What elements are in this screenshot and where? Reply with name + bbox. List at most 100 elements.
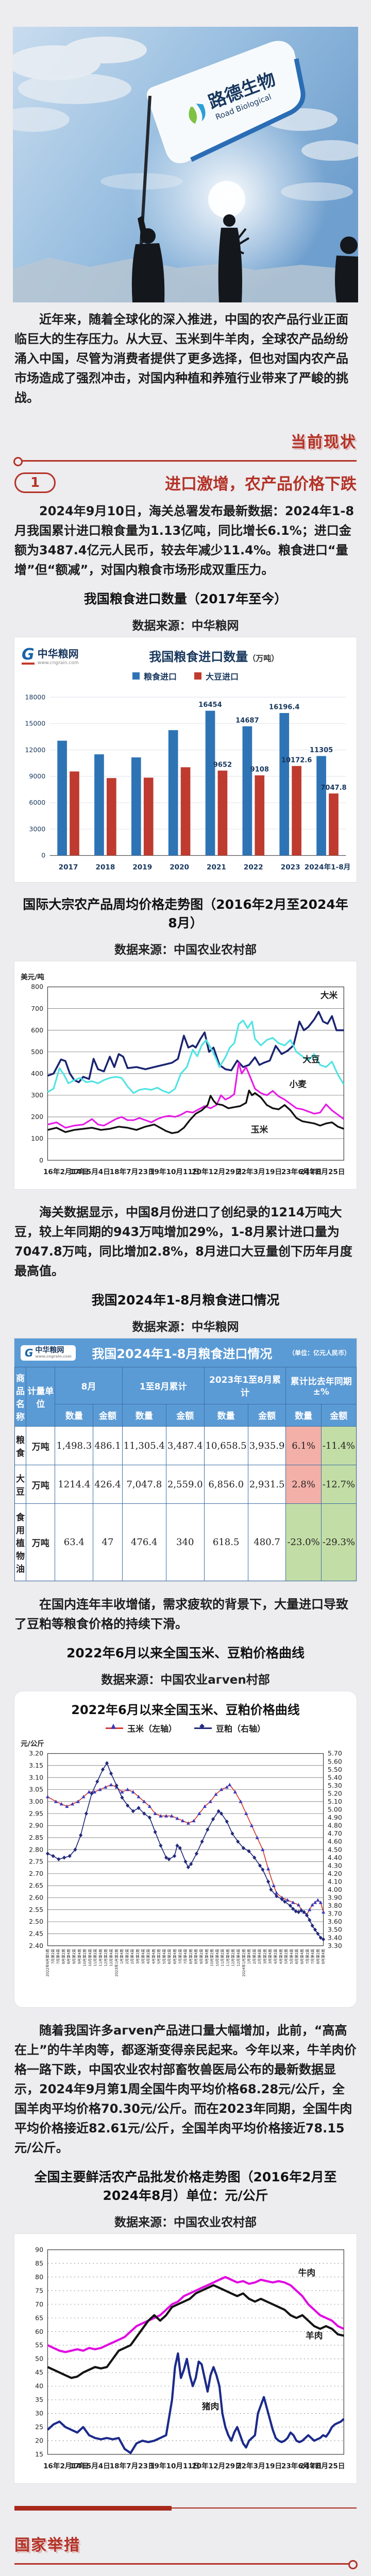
svg-text:600: 600 (31, 1026, 43, 1034)
svg-text:16年2月14日: 16年2月14日 (43, 1167, 89, 1176)
section-2-title: 国家利好政策持续出台，捍卫国内产业利益 (14, 2574, 297, 2576)
svg-text:2.65: 2.65 (29, 1882, 43, 1890)
svg-text:40: 40 (35, 2382, 43, 2389)
svg-text:23年6月7日: 23年6月7日 (281, 1167, 322, 1176)
caption-title: 国际大宗农产品周均价格走势图（2016年2月至2024年8月） (23, 897, 348, 931)
svg-text:1月第4周: 1月第4周 (247, 1949, 251, 1964)
svg-text:24年8月25日: 24年8月25日 (299, 1167, 345, 1176)
svg-text:5.70: 5.70 (328, 1750, 342, 1757)
table-unit: （单位：亿元人民币） (288, 1349, 350, 1357)
grain-imports-chart-card: G 中华粮网 www.cngrain.com 我国粮食进口数量（万吨） 粮食进口 大… (14, 637, 357, 883)
caption-source: 数据来源：中华粮网 (132, 1320, 239, 1334)
svg-text:30: 30 (35, 2409, 43, 2417)
svg-text:5.60: 5.60 (328, 1758, 342, 1766)
svg-text:2.85: 2.85 (29, 1834, 43, 1841)
svg-text:5月第2周: 5月第2周 (284, 1949, 289, 1964)
table-title: 我国2024年1-8月粮食进口情况 (92, 1347, 273, 1362)
chart-inner-title: 我国粮食进口数量（万吨） (149, 650, 279, 664)
svg-text:2.90: 2.90 (29, 1822, 43, 1829)
svg-text:3.40: 3.40 (328, 1934, 342, 1942)
svg-text:5月第2周: 5月第2周 (157, 1949, 161, 1964)
svg-text:15000: 15000 (25, 720, 45, 727)
svg-text:5.50: 5.50 (328, 1766, 342, 1773)
svg-text:2017: 2017 (59, 863, 78, 872)
svg-text:元/公斤: 元/公斤 (21, 1739, 44, 1748)
chart-caption: 国际大宗农产品周均价格走势图（2016年2月至2024年8月） 数据来源：中国农… (20, 895, 351, 957)
svg-text:5.40: 5.40 (328, 1774, 342, 1782)
svg-text:700: 700 (31, 1005, 43, 1012)
svg-text:3.00: 3.00 (29, 1798, 43, 1805)
svg-text:2.60: 2.60 (29, 1894, 43, 1902)
cngrain-logo-icon: G (22, 645, 35, 665)
svg-text:11305: 11305 (310, 747, 333, 754)
svg-text:大豆: 大豆 (302, 1054, 320, 1064)
svg-text:5月第4周: 5月第4周 (289, 1949, 294, 1964)
legend-item: ◆ 豆粕（右轴） (194, 1722, 265, 1734)
svg-text:玉米: 玉米 (251, 1124, 268, 1134)
svg-text:2.55: 2.55 (29, 1906, 43, 1913)
svg-text:1月第4周: 1月第4周 (120, 1949, 124, 1964)
svg-text:2024年1-8月: 2024年1-8月 (305, 863, 350, 872)
svg-text:0: 0 (39, 1157, 43, 1164)
section-1-kicker: 当前现状 (291, 433, 357, 451)
svg-text:11月第4周: 11月第4周 (225, 1949, 230, 1967)
svg-text:50: 50 (35, 2354, 43, 2362)
divider-dot (13, 457, 23, 466)
cngrain-logo: G 中华粮网 www.cngrain.com (21, 1345, 76, 1361)
section-1-header: 当前现状 1 进口激增，农产品价格下跌 (13, 429, 357, 494)
svg-text:5.30: 5.30 (328, 1782, 342, 1789)
svg-text:24年8月25日: 24年8月25日 (299, 2462, 345, 2470)
divider-dot (348, 2560, 358, 2569)
svg-text:2022: 2022 (244, 863, 263, 872)
svg-text:4.50: 4.50 (328, 1846, 342, 1854)
svg-text:2.45: 2.45 (29, 1930, 43, 1938)
svg-text:4.80: 4.80 (328, 1822, 342, 1829)
svg-text:7月第2周: 7月第2周 (178, 1949, 182, 1964)
chart-legend: 粮食进口 大豆进口 (19, 670, 352, 682)
svg-text:5月第4周: 5月第4周 (162, 1949, 166, 1964)
svg-text:4.70: 4.70 (328, 1829, 342, 1837)
svg-text:2022年6月第5周: 2022年6月第5周 (45, 1949, 50, 1977)
svg-text:5.20: 5.20 (328, 1790, 342, 1798)
svg-text:4.10: 4.10 (328, 1878, 342, 1886)
svg-text:2月第2周: 2月第2周 (252, 1949, 257, 1964)
clouds (13, 37, 358, 201)
svg-text:2024年1月第2周: 2024年1月第2周 (241, 1949, 246, 1977)
svg-text:3.20: 3.20 (29, 1750, 43, 1757)
svg-text:18年7月23日: 18年7月23日 (110, 1167, 155, 1176)
paragraph: 随着我国许多агven产品进口量大幅增加，此前，“高高在上”的牛羊肉等，都逐渐变… (14, 2023, 357, 2155)
svg-text:20: 20 (35, 2436, 43, 2444)
chart-inner-title: 2022年6月以来全国玉米、豆粕价格曲线 (71, 1703, 300, 1718)
svg-text:2.95: 2.95 (29, 1810, 43, 1818)
import-table-card: G 中华粮网 www.cngrain.com 我国2024年1-8月粮食进口情况 … (14, 1338, 357, 1582)
svg-text:4.60: 4.60 (328, 1838, 342, 1845)
section-1-title: 进口激增，农产品价格下跌 (165, 475, 357, 494)
svg-text:2021: 2021 (207, 863, 226, 872)
svg-text:10172.6: 10172.6 (281, 756, 312, 764)
svg-text:猪肉: 猪肉 (202, 2401, 219, 2411)
svg-text:6月第2周: 6月第2周 (294, 1949, 299, 1964)
svg-text:7047.8: 7047.8 (321, 784, 346, 792)
svg-text:2.40: 2.40 (29, 1942, 43, 1950)
svg-text:3.80: 3.80 (328, 1902, 342, 1909)
svg-text:2018: 2018 (96, 863, 115, 872)
svg-text:2023: 2023 (281, 863, 300, 872)
svg-text:3.30: 3.30 (328, 1942, 342, 1950)
svg-text:7月第4周: 7月第4周 (310, 1949, 315, 1964)
corn-soymeal-chart-card: 2022年6月以来全国玉米、豆粕价格曲线 ▲ 玉米（左轴） ◆ 豆粕（右轴） 2.40… (14, 1691, 357, 2007)
cngrain-logo-icon: G (25, 1346, 33, 1359)
svg-text:15: 15 (35, 2450, 43, 2458)
svg-text:美元/吨: 美元/吨 (21, 973, 44, 981)
svg-text:80: 80 (35, 2273, 43, 2281)
hero-photo: 路德生物 Road Biological (13, 0, 358, 302)
corn-soymeal-line-chart: 2.40 2.45 2.50 2.55 2.60 2.65 2.70 2.75 2.80 2.85… (21, 1739, 342, 1977)
svg-text:10月第2周: 10月第2周 (210, 1949, 214, 1967)
cngrain-logo: G 中华粮网 www.cngrain.com (22, 646, 79, 666)
svg-text:3月第2周: 3月第2周 (135, 1949, 140, 1964)
section-1-divider (13, 457, 357, 466)
legend-item: 大豆进口 (194, 670, 239, 682)
svg-text:100: 100 (31, 1134, 43, 1142)
svg-text:9000: 9000 (29, 772, 45, 780)
svg-text:4.40: 4.40 (328, 1854, 342, 1861)
svg-text:18000: 18000 (25, 693, 45, 701)
